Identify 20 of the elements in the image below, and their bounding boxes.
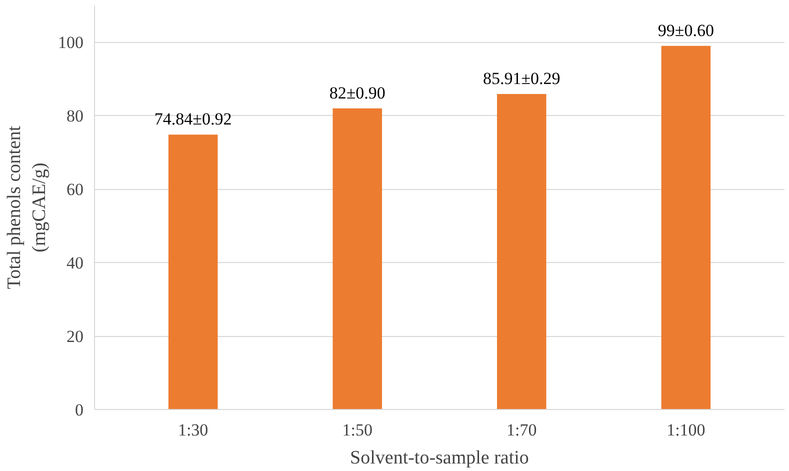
y-tick-label: 0 [75, 400, 84, 420]
x-tick-label: 1:50 [342, 420, 372, 440]
y-tick-label: 40 [66, 254, 84, 273]
bar [332, 108, 382, 410]
y-tick-label: 60 [66, 180, 84, 200]
bar [497, 94, 546, 410]
x-axis-title: Solvent-to-sample ratio [350, 448, 529, 468]
y-tick-label: 100 [58, 33, 84, 52]
bar [661, 46, 711, 410]
y-tick-label: 20 [66, 327, 84, 346]
data-label: 99±0.60 [658, 20, 714, 40]
data-label: 85.91±0.29 [482, 68, 560, 88]
y-tick-label: 80 [66, 106, 84, 126]
bar [168, 134, 218, 410]
x-tick-label: 1:100 [666, 420, 706, 440]
y-axis-title: Total phenols content (mgCAE/g) [4, 125, 50, 290]
data-label: 74.84±0.92 [154, 110, 232, 129]
data-label: 82±0.90 [329, 83, 386, 102]
x-tick-label: 1:70 [506, 420, 537, 440]
x-tick-label: 1:30 [178, 420, 208, 440]
